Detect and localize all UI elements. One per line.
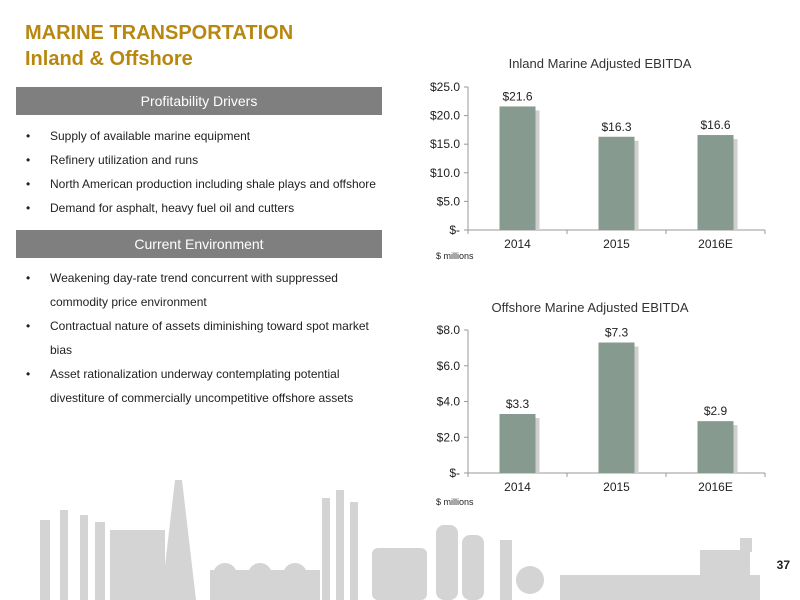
list-item: Contractual nature of assets diminishing…: [26, 314, 376, 362]
list-item: Weakening day-rate trend concurrent with…: [26, 266, 376, 314]
list-item: Refinery utilization and runs: [26, 148, 376, 172]
bar: [598, 136, 635, 230]
industrial-skyline-graphic: [40, 480, 760, 600]
x-tick-label: 2015: [603, 237, 630, 251]
list-item: Supply of available marine equipment: [26, 124, 376, 148]
y-tick-label: $2.0: [437, 430, 461, 444]
unit-label-offshore: $ millions: [436, 497, 474, 507]
data-label: $2.9: [704, 404, 728, 418]
y-tick-label: $-: [449, 223, 460, 237]
y-tick-label: $4.0: [437, 395, 461, 409]
unit-label-inland: $ millions: [436, 251, 474, 261]
y-tick-label: $-: [449, 466, 460, 480]
list-item: Asset rationalization underway contempla…: [26, 362, 376, 410]
x-tick-label: 2015: [603, 480, 630, 494]
title-line-2: Inland & Offshore: [25, 48, 193, 70]
environment-list: Weakening day-rate trend concurrent with…: [26, 266, 376, 410]
title-line-1: MARINE TRANSPORTATION: [25, 22, 294, 44]
page-title: MARINE TRANSPORTATION Inland & Offshore: [25, 20, 293, 72]
environment-heading: Current Environment: [16, 230, 382, 258]
bar: [499, 414, 536, 473]
y-tick-label: $5.0: [437, 194, 461, 208]
list-item: North American production including shal…: [26, 172, 376, 196]
list-item: Demand for asphalt, heavy fuel oil and c…: [26, 196, 376, 220]
y-tick-label: $20.0: [430, 109, 460, 123]
data-label: $16.6: [700, 118, 730, 132]
bar: [697, 421, 734, 473]
x-tick-label: 2016E: [698, 237, 733, 251]
x-tick-label: 2014: [504, 237, 531, 251]
data-label: $21.6: [502, 89, 532, 103]
bar: [598, 342, 635, 473]
chart-title-offshore: Offshore Marine Adjusted EBITDA: [491, 300, 689, 315]
bar: [697, 135, 734, 230]
inland-ebitda-chart: $- $5.0 $10.0 $15.0 $20.0 $25.0 $21.6 2014 $16.3…: [430, 80, 766, 251]
y-tick-label: $6.0: [437, 359, 461, 373]
y-tick-label: $10.0: [430, 166, 460, 180]
drivers-list: Supply of available marine equipment Ref…: [26, 124, 376, 220]
y-tick-label: $15.0: [430, 137, 460, 151]
bar: [499, 106, 536, 230]
data-label: $7.3: [605, 326, 629, 340]
offshore-ebitda-chart: $- $2.0 $4.0 $6.0 $8.0 $3.3 2014 $7.3 2015 $2.9 20…: [437, 323, 766, 494]
chart-title-inland: Inland Marine Adjusted EBITDA: [508, 56, 692, 71]
y-tick-label: $25.0: [430, 80, 460, 94]
x-tick-label: 2014: [504, 480, 531, 494]
data-label: $3.3: [506, 397, 530, 411]
drivers-heading: Profitability Drivers: [16, 87, 382, 115]
x-tick-label: 2016E: [698, 480, 733, 494]
y-tick-label: $8.0: [437, 323, 461, 337]
data-label: $16.3: [601, 120, 631, 134]
page-number: 37: [776, 558, 790, 572]
